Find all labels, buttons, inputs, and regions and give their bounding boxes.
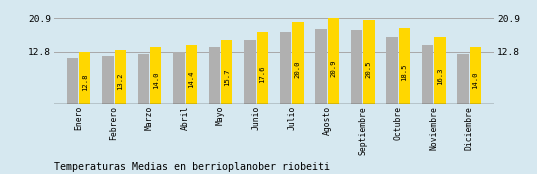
Text: 20.5: 20.5 (366, 60, 372, 78)
Bar (257, 32, 268, 104)
Bar (386, 37, 397, 104)
Bar (137, 54, 149, 104)
Text: 14.4: 14.4 (188, 71, 194, 88)
Bar (244, 41, 256, 104)
Bar (209, 47, 220, 104)
Text: 13.2: 13.2 (117, 73, 124, 90)
Bar (434, 37, 446, 104)
Text: 17.6: 17.6 (259, 65, 265, 83)
Bar (328, 18, 339, 104)
Bar (280, 32, 291, 104)
Bar (173, 52, 185, 104)
Bar (102, 57, 113, 104)
Bar (315, 29, 326, 104)
Bar (363, 20, 374, 104)
Text: 18.5: 18.5 (401, 64, 408, 81)
Text: Temperaturas Medias en berrioplanober riobeiti: Temperaturas Medias en berrioplanober ri… (54, 162, 330, 172)
Text: 20.9: 20.9 (330, 60, 336, 77)
Text: 14.0: 14.0 (473, 71, 478, 89)
Bar (114, 50, 126, 104)
Bar (292, 22, 303, 104)
Bar (470, 47, 481, 104)
Text: 16.3: 16.3 (437, 67, 443, 85)
Bar (351, 30, 362, 104)
Bar (150, 47, 162, 104)
Text: 12.8: 12.8 (82, 73, 88, 91)
Bar (398, 28, 410, 104)
Bar (422, 45, 433, 104)
Bar (458, 54, 469, 104)
Bar (221, 40, 233, 104)
Bar (186, 45, 197, 104)
Bar (79, 52, 90, 104)
Text: 15.7: 15.7 (224, 68, 230, 86)
Bar (67, 58, 78, 104)
Text: 20.0: 20.0 (295, 61, 301, 78)
Text: 14.0: 14.0 (153, 71, 159, 89)
